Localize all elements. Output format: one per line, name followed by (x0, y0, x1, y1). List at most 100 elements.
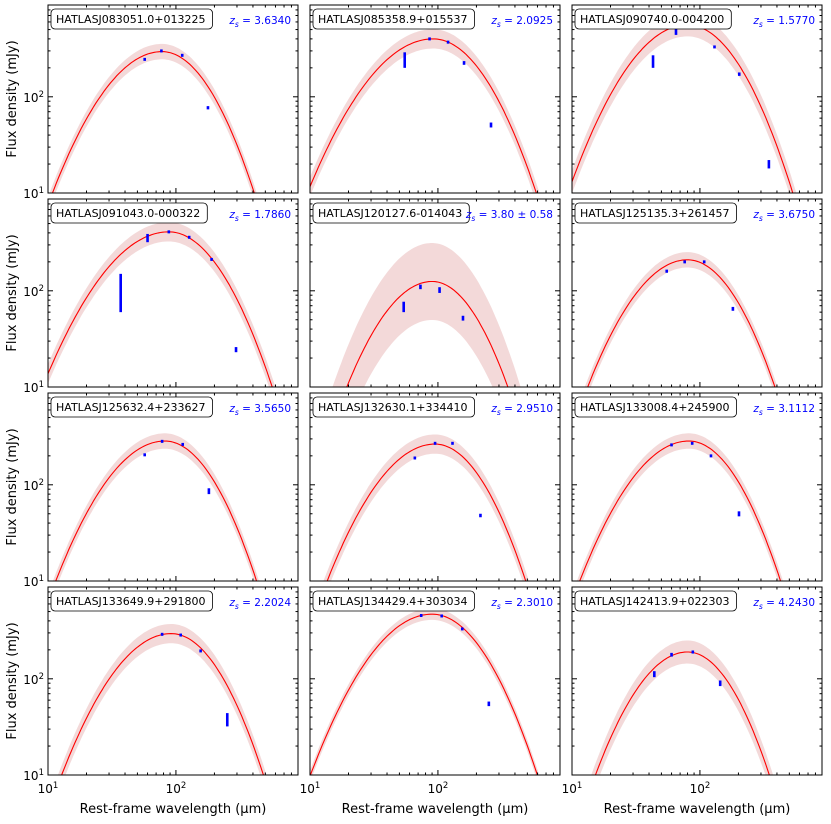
source-name: HATLASJ133008.4+245900 (580, 401, 730, 414)
axes-frame (47, 198, 299, 388)
redshift-label: zs = 3.6340 (228, 15, 291, 29)
uncertainty-band (576, 433, 784, 581)
plot-area (48, 222, 276, 387)
x-tick-label: 101 (562, 781, 583, 796)
axes-frame (571, 392, 823, 582)
source-name-box (574, 8, 732, 30)
y-tick-label: 101 (23, 186, 44, 201)
sed-panel: HATLASJ120127.6-014043 zs = 3.80 ± 0.58 (309, 198, 561, 388)
source-name-box (50, 202, 208, 224)
y-tick-label: 102 (23, 478, 44, 493)
sed-panel: 101 102 HATLASJ125632.4+233627 zs = 3.5650 (23, 392, 299, 589)
source-name-box (574, 590, 737, 612)
sed-panel: HATLASJ133008.4+245900 zs = 3.1112 (571, 392, 823, 582)
plot-area (49, 43, 257, 193)
sed-panel: HATLASJ090740.0-004200 zs = 1.5770 (571, 4, 823, 194)
redshift-label: zs = 4.2430 (752, 597, 815, 611)
y-tick-label: 102 (23, 90, 44, 105)
uncertainty-band (332, 243, 521, 387)
uncertainty-band (584, 252, 778, 387)
source-name: HATLASJ090740.0-004200 (580, 13, 724, 26)
redshift-label: zs = 2.3010 (490, 597, 553, 611)
y-axis-label: Flux density (mJy) (5, 234, 20, 351)
plot-area (576, 433, 784, 581)
plot-area (323, 434, 529, 581)
y-axis-label: Flux density (mJy) (5, 428, 20, 545)
x-axis-label: Rest-frame wavelength (μm) (342, 802, 529, 817)
source-name-box (574, 202, 737, 224)
source-name-box (574, 396, 737, 418)
source-name: HATLASJ083051.0+013225 (56, 13, 206, 26)
y-tick-label: 101 (23, 380, 44, 395)
source-name-box (312, 8, 475, 30)
source-name: HATLASJ133649.9+291800 (56, 595, 206, 608)
source-name-box (50, 396, 213, 418)
source-name-box (50, 590, 213, 612)
y-axis-label: Flux density (mJy) (5, 40, 20, 157)
x-tick-label: 101 (300, 781, 321, 796)
uncertainty-band (323, 434, 529, 581)
axes-frame (571, 198, 823, 388)
y-tick-label: 102 (23, 284, 44, 299)
redshift-label: zs = 3.80 ± 0.58 (465, 209, 553, 223)
plot-area (572, 13, 797, 193)
redshift-label: zs = 3.5650 (228, 403, 291, 417)
model-curve (587, 259, 776, 387)
y-tick-label: 101 (23, 768, 44, 783)
source-name: HATLASJ132630.1+334410 (318, 401, 468, 414)
sed-panel: 101 102 HATLASJ083051.0+013225 zs = 3.6340 (23, 4, 299, 201)
source-name-box (312, 202, 470, 224)
y-tick-label: 101 (23, 574, 44, 589)
plot-area (584, 252, 778, 387)
source-name: HATLASJ120127.6-014043 (318, 207, 462, 220)
axes-frame (571, 586, 823, 776)
y-axis-label: Flux density (mJy) (5, 622, 20, 739)
uncertainty-band (310, 29, 540, 193)
sed-panel: HATLASJ125135.3+261457 zs = 3.6750 (571, 198, 823, 388)
model-curve (51, 51, 255, 193)
model-curve (310, 38, 537, 193)
axes-frame (571, 4, 823, 194)
source-name: HATLASJ085358.9+015537 (318, 13, 468, 26)
redshift-label: zs = 1.5770 (752, 15, 815, 29)
uncertainty-band (48, 222, 276, 387)
model-curve (594, 651, 770, 775)
axes-frame (309, 392, 561, 582)
x-axis-label: Rest-frame wavelength (μm) (604, 802, 791, 817)
sed-panel: 101 102 HATLASJ134429.4+303034 zs = 2.3010 (300, 586, 561, 796)
uncertainty-band (52, 433, 260, 581)
sed-panel: 101 102 HATLASJ142413.9+022303 zs = 4.2430 (562, 586, 823, 796)
x-axis-label: Rest-frame wavelength (μm) (80, 802, 267, 817)
source-name: HATLASJ125135.3+261457 (580, 207, 730, 220)
uncertainty-band (57, 624, 267, 775)
source-name-box (50, 8, 213, 30)
plot-area (591, 640, 774, 775)
axes-frame (47, 4, 299, 194)
model-curve (346, 280, 509, 387)
plot-area (57, 624, 267, 775)
plot-area (310, 29, 540, 193)
model-curve (579, 440, 782, 581)
source-name-box (312, 590, 475, 612)
y-tick-label: 102 (23, 672, 44, 687)
model-curve (310, 613, 538, 775)
x-tick-label: 102 (166, 781, 187, 796)
axes-frame (47, 392, 299, 582)
sed-panel: HATLASJ085358.9+015537 zs = 2.0925 (309, 4, 561, 194)
model-curve (61, 633, 264, 775)
uncertainty-band (572, 13, 797, 193)
source-name: HATLASJ125632.4+233627 (56, 401, 206, 414)
model-curve (326, 443, 527, 581)
sed-panel: 101 102 HATLASJ091043.0-000322 zs = 1.7860 (23, 198, 299, 395)
plot-area (332, 243, 521, 387)
uncertainty-band (591, 640, 774, 775)
redshift-label: zs = 2.0925 (490, 15, 553, 29)
redshift-label: zs = 3.1112 (752, 403, 815, 417)
source-name: HATLASJ134429.4+303034 (318, 595, 468, 608)
x-tick-label: 102 (690, 781, 711, 796)
sed-panel: HATLASJ132630.1+334410 zs = 2.9510 (309, 392, 561, 582)
redshift-label: zs = 1.7860 (228, 209, 291, 223)
axes-frame (309, 586, 561, 776)
source-name: HATLASJ091043.0-000322 (56, 207, 200, 220)
